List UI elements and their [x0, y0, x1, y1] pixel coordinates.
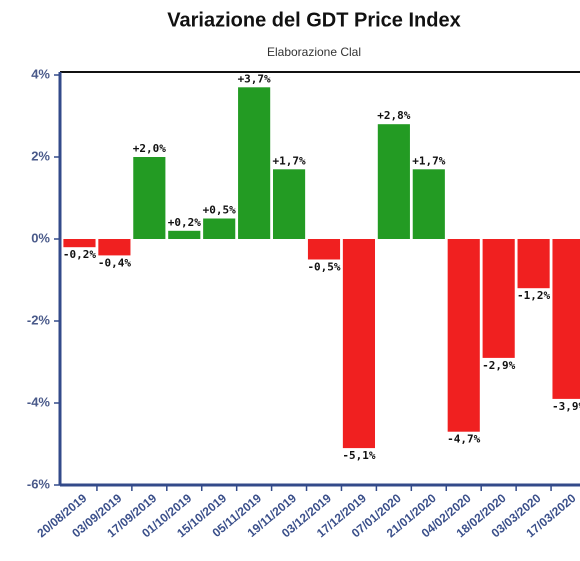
- value-label: -0,2%: [63, 248, 96, 261]
- value-label: +1,7%: [412, 154, 445, 167]
- value-label: -0,5%: [307, 261, 340, 274]
- chart-subtitle: Elaborazione Clal: [267, 45, 361, 59]
- bar: [133, 157, 166, 239]
- value-label: +1,7%: [273, 154, 306, 167]
- value-label: -4,7%: [447, 433, 480, 446]
- value-label: -3,9%: [552, 400, 580, 413]
- value-label: -0,4%: [98, 256, 131, 269]
- bar: [412, 169, 445, 239]
- bar: [447, 239, 480, 432]
- value-label: +2,8%: [377, 109, 410, 122]
- bar: [307, 239, 341, 260]
- y-tick-label: -4%: [27, 394, 51, 409]
- y-tick-label: 0%: [31, 230, 50, 245]
- value-label: +2,0%: [133, 142, 166, 155]
- bar: [342, 239, 376, 449]
- value-label: +0,5%: [203, 204, 236, 217]
- y-tick-label: 2%: [31, 148, 50, 163]
- bar: [63, 239, 96, 248]
- bar: [517, 239, 550, 289]
- value-label: -5,1%: [342, 449, 375, 462]
- bar: [272, 169, 306, 239]
- y-tick-label: -2%: [27, 312, 51, 327]
- y-tick-label: -6%: [27, 476, 51, 491]
- bar: [552, 239, 580, 399]
- value-label: -2,9%: [482, 359, 515, 372]
- bar: [238, 87, 271, 239]
- y-tick-label: 4%: [31, 66, 50, 81]
- value-label: +0,2%: [168, 216, 201, 229]
- bar: [377, 124, 410, 239]
- bar: [168, 230, 201, 239]
- value-label: +3,7%: [238, 72, 271, 85]
- value-label: -1,2%: [517, 289, 550, 302]
- chart-title: Variazione del GDT Price Index: [167, 9, 460, 31]
- bar: [203, 218, 236, 239]
- bar: [98, 239, 131, 256]
- bar: [482, 239, 515, 358]
